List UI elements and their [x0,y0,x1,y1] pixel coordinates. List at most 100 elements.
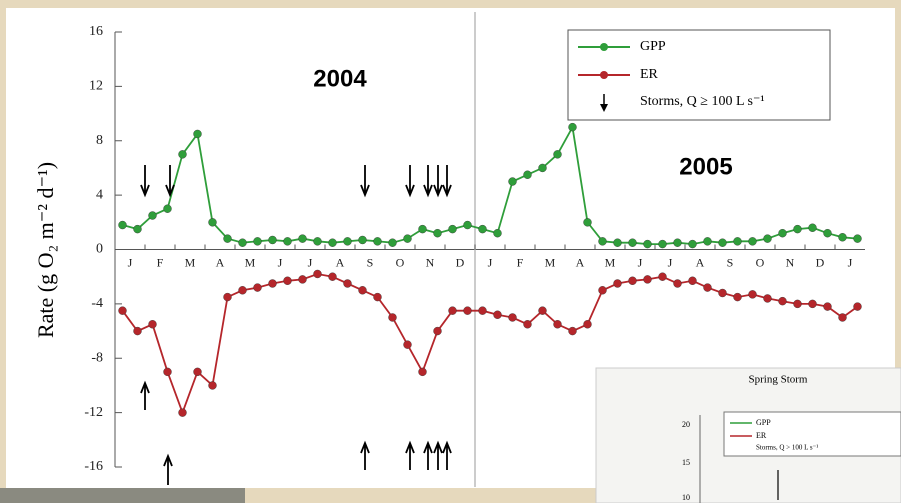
x-tick-label: N [786,255,795,269]
x-tick-label: D [816,255,825,269]
data-point [374,237,382,245]
data-point [164,368,172,376]
x-tick-label: M [605,255,616,269]
data-point [314,270,322,278]
data-point [644,240,652,248]
data-point [569,123,577,131]
data-point [614,239,622,247]
data-point [734,293,742,301]
inset-legend-label: ER [756,431,767,440]
data-point [824,229,832,237]
x-tick-label: O [396,255,405,269]
slide: -16-12-8-40481216JFMAMJJASONDJFMAMJJASON… [0,0,901,503]
data-point [224,235,232,243]
data-point [509,178,517,186]
data-point [359,236,367,244]
data-point [164,205,172,213]
data-point [404,341,412,349]
data-point [464,221,472,229]
data-point [434,327,442,335]
data-point [824,303,832,311]
annotation: 2004 [313,65,367,92]
data-point [149,212,157,220]
data-point [449,225,457,233]
inset-chart: Spring Storm GPP ER Storms, Q > 100 L s⁻… [596,368,901,503]
data-point [239,286,247,294]
data-point [359,286,367,294]
data-point [209,381,217,389]
photo [0,488,245,503]
data-point [659,273,667,281]
x-tick-label: J [278,255,283,269]
data-point [794,300,802,308]
data-point [239,239,247,247]
y-tick-label: 0 [96,242,103,257]
data-point [719,239,727,247]
inset-legend-label: GPP [756,418,771,427]
data-point [659,240,667,248]
data-point [194,130,202,138]
x-tick-label: O [756,255,765,269]
data-point [584,320,592,328]
data-point [299,275,307,283]
data-point [479,307,487,315]
x-tick-label: J [638,255,643,269]
data-point [404,235,412,243]
data-point [629,277,637,285]
data-point [434,229,442,237]
data-point [839,313,847,321]
data-point [689,240,697,248]
data-point [254,284,262,292]
x-tick-label: J [848,255,853,269]
data-point [524,171,532,179]
data-point [494,311,502,319]
data-point [854,303,862,311]
data-point [764,294,772,302]
data-point [494,229,502,237]
data-point [704,237,712,245]
x-tick-label: M [245,255,256,269]
data-point [314,237,322,245]
data-point [254,237,262,245]
data-point [674,239,682,247]
data-point [674,279,682,287]
inset-title: Spring Storm [749,374,808,386]
y-tick-label: -4 [91,296,103,311]
x-tick-label: F [157,255,164,269]
data-point [569,327,577,335]
data-point [329,239,337,247]
data-point [614,279,622,287]
x-tick-label: A [336,255,345,269]
data-point [509,313,517,321]
data-point [629,239,637,247]
data-point [719,289,727,297]
data-point [344,279,352,287]
y-tick-label: -16 [84,459,103,474]
x-tick-label: J [668,255,673,269]
x-tick-label: S [727,255,734,269]
data-point [299,235,307,243]
data-point [389,239,397,247]
data-point [599,237,607,245]
x-tick-label: J [128,255,133,269]
data-point [344,237,352,245]
annotation: 2005 [679,153,732,180]
data-point [134,225,142,233]
data-point [224,293,232,301]
data-point [284,237,292,245]
data-point [704,284,712,292]
data-point [839,233,847,241]
data-point [119,307,127,315]
data-point [779,229,787,237]
x-tick-label: A [696,255,705,269]
data-point [419,368,427,376]
inset-tick: 20 [682,420,690,429]
y-tick-label: -8 [91,350,103,365]
data-point [764,235,772,243]
x-tick-label: M [545,255,556,269]
data-point [689,277,697,285]
data-point [854,235,862,243]
x-tick-label: F [517,255,524,269]
y-tick-label: 12 [89,79,103,94]
data-point [419,225,427,233]
